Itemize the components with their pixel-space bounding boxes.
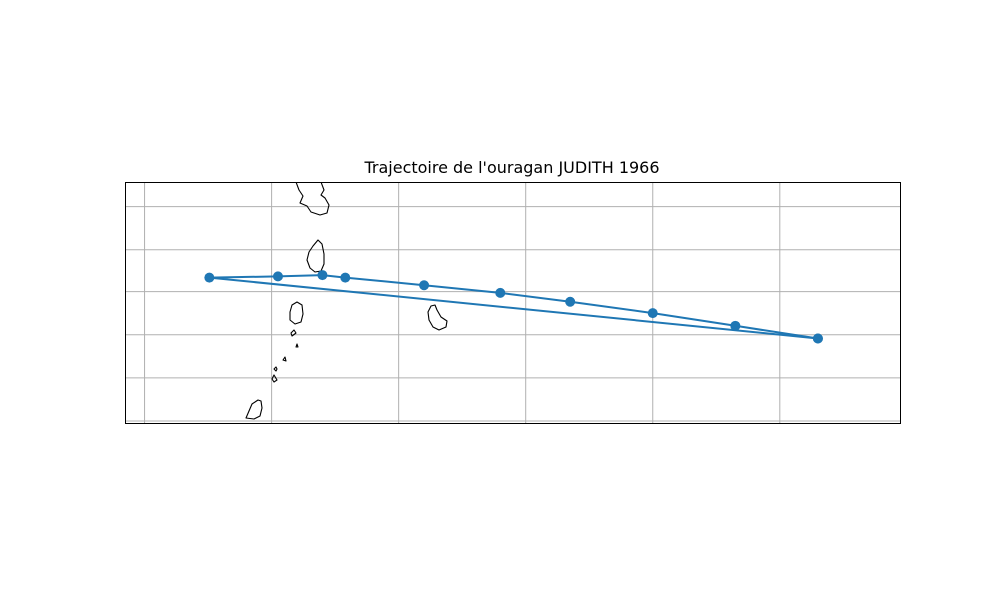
coastline-islet-a [290,329,297,337]
track-point-4 [495,287,506,298]
coastline-island-mid [289,301,304,325]
hurricane-track [204,270,823,344]
coastline-islet-c [282,356,287,362]
track-point-3 [565,296,576,307]
track-point-1 [730,320,741,331]
coastline-island-north [295,182,330,216]
coastline-islet-e [271,374,278,383]
coastline-island-east [427,304,448,331]
track-point-2 [647,308,658,319]
track-point-5 [419,280,430,291]
track-point-10 [812,333,823,344]
coastline-island-south [245,399,263,420]
map-title: Trajectoire de l'ouragan JUDITH 1966 [363,158,659,177]
track-point-8 [272,271,283,282]
coastline-island-large [306,239,325,273]
coastlines [245,182,448,420]
map-frame [125,182,901,424]
track-point-6 [340,272,351,283]
coastline-islet-b [295,343,299,348]
track-point-9 [204,272,215,283]
coastline-islet-d [273,366,278,372]
track-line [208,274,819,340]
graticule [125,182,901,424]
track-point-7 [317,270,328,281]
